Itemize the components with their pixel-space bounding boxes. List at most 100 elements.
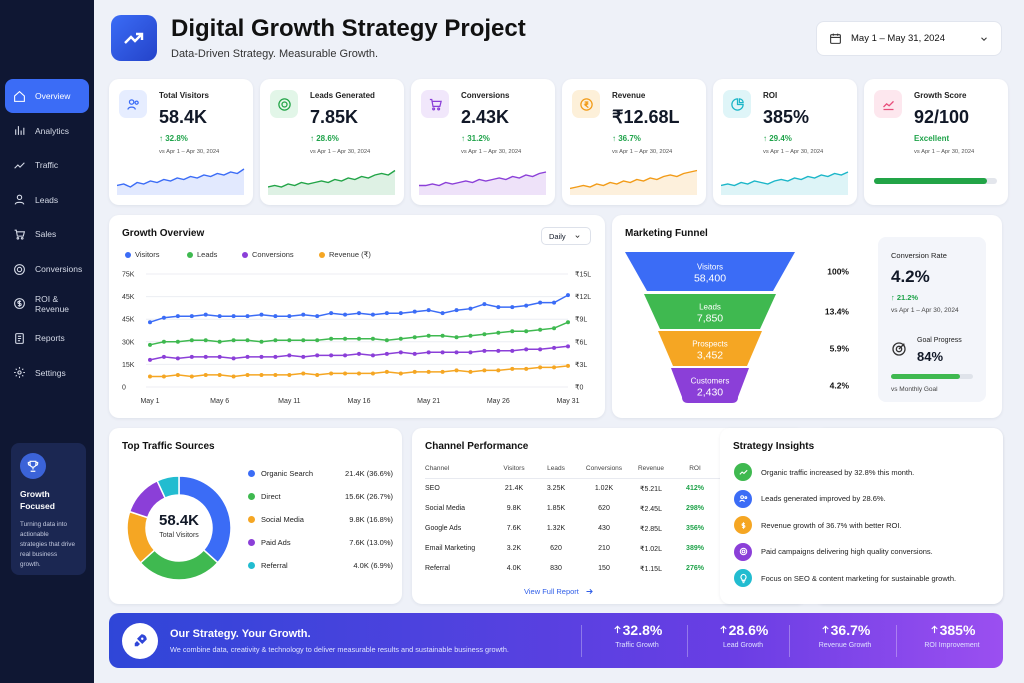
data-point [538, 365, 543, 370]
data-point [175, 339, 180, 344]
data-point [217, 354, 222, 359]
data-point [329, 336, 334, 341]
data-point [482, 332, 487, 337]
data-point [189, 338, 194, 343]
date-range-label: May 1 – May 31, 2024 [851, 33, 945, 44]
funnel-stage-percent: 5.9% [830, 344, 850, 354]
stat-separator [581, 625, 582, 657]
sidebar-item-label: Settings [35, 367, 66, 378]
table-cell: 389% [686, 545, 704, 552]
data-point [370, 336, 375, 341]
kpi-card-revenue[interactable]: Revenue ₹12.68L ↑ 36.7% vs Apr 1 – Apr 30, … [562, 79, 706, 205]
chevron-down-icon [981, 36, 987, 41]
data-point [552, 326, 557, 331]
kpi-value: 92/100 [914, 107, 970, 127]
period-select[interactable]: Daily [541, 227, 591, 245]
table-cell: 830 [550, 565, 562, 572]
kpi-compare: vs Apr 1 – Apr 30, 2024 [159, 149, 220, 155]
data-point [440, 333, 445, 338]
data-point [524, 303, 529, 308]
sidebar-item-leads[interactable]: Leads [5, 183, 89, 217]
sidebar-item-conversions[interactable]: Conversions [5, 252, 89, 286]
view-full-report-link[interactable]: View Full Report [524, 587, 594, 596]
marketing-funnel-card: Marketing Funnel Visitors 58,400 100% Leads… [612, 215, 1002, 418]
sidebar-item-sales[interactable]: Sales [5, 217, 89, 251]
donut-slice-referral [156, 475, 180, 500]
banner-stat-value-row: 32.8% [587, 622, 687, 638]
data-point [217, 339, 222, 344]
kpi-card-conversions[interactable]: Conversions 2.43K ↑ 31.2% vs Apr 1 – Apr 30… [411, 79, 555, 205]
data-point [482, 302, 487, 307]
data-point [343, 336, 348, 341]
table-row: Referral 4.0K 830 150 ₹1.15L 276% [412, 565, 806, 579]
kpi-card-leads-generated[interactable]: Leads Generated 7.85K ↑ 28.6% vs Apr 1 – Ap… [260, 79, 404, 205]
table-cell: 620 [550, 545, 562, 552]
target-icon [270, 90, 298, 118]
data-point [329, 353, 334, 358]
data-point [426, 350, 431, 355]
home-icon [14, 90, 25, 102]
insight-text: Leads generated improved by 28.6%. [761, 494, 886, 503]
sidebar-item-overview[interactable]: Overview [5, 79, 89, 113]
kpi-card-growth-score[interactable]: Growth Score 92/100 Excellent vs Apr 1 – Ap… [864, 79, 1008, 205]
data-point [315, 314, 320, 319]
banner-stat-label: Lead Growth [722, 642, 764, 649]
banner-stat: 385% ROI Improvement [902, 622, 1002, 649]
banner-stat-value-row: 36.7% [795, 622, 895, 638]
sidebar-item-label: Leads [35, 194, 59, 205]
channel-performance-title: Channel Performance [425, 441, 529, 452]
data-point [175, 314, 180, 319]
sidebar-item-traffic[interactable]: Traffic [5, 148, 89, 182]
data-point [454, 335, 459, 340]
insight-text: Revenue growth of 36.7% with better ROI. [761, 520, 902, 530]
data-point [231, 338, 236, 343]
sidebar-item-analytics[interactable]: Analytics [5, 114, 89, 148]
data-point [496, 368, 501, 373]
funnel-title: Marketing Funnel [625, 228, 708, 239]
sparkline [570, 169, 698, 195]
data-point [496, 348, 501, 353]
data-point [496, 330, 501, 335]
table-cell: 150 [598, 565, 610, 572]
data-point [287, 338, 292, 343]
kpi-value: ₹12.68L [612, 107, 680, 127]
rupee-coin-icon [572, 90, 600, 118]
x-tick: May 6 [210, 398, 229, 405]
source-name: Paid Ads [261, 538, 291, 547]
banner-title: Our Strategy. Your Growth. [170, 628, 311, 640]
data-point [343, 353, 348, 358]
data-point [245, 338, 250, 343]
data-point [538, 347, 543, 352]
data-point [370, 353, 375, 358]
table-cell: 3.25K [546, 485, 566, 492]
date-range-picker[interactable]: May 1 – May 31, 2024 [816, 21, 1002, 56]
sidebar-item-label: Overview [35, 91, 71, 101]
goal-progress-bar [891, 374, 973, 379]
kpi-card-total-visitors[interactable]: Total Visitors 58.4K ↑ 32.8% vs Apr 1 – Apr… [109, 79, 253, 205]
goal-progress-label: Goal Progress [917, 337, 962, 344]
y-tick-right: ₹6L [575, 338, 587, 346]
data-point [468, 333, 473, 338]
data-point [566, 320, 570, 325]
arrow-up-icon [930, 625, 938, 634]
kpi-change: ↑ 31.2% [461, 134, 490, 143]
funnel-stage-percent: 100% [827, 267, 849, 277]
kpi-change: ↑ 32.8% [159, 134, 188, 143]
sidebar-item-settings[interactable]: Settings [5, 356, 89, 390]
y-tick-right: ₹15L [575, 271, 591, 279]
data-point [440, 311, 445, 316]
table-header: Leads [547, 465, 565, 472]
sidebar-item-roi-revenue[interactable]: ROI & Revenue [5, 287, 89, 321]
growth-score-fill [874, 178, 988, 184]
table-header: Channel [425, 465, 450, 472]
table-cell: 1.85K [546, 505, 566, 512]
x-tick: May 31 [557, 398, 580, 405]
y-tick-left: 30K [122, 339, 135, 346]
sidebar-item-reports[interactable]: Reports [5, 321, 89, 355]
sparkline [721, 171, 849, 195]
kpi-card-roi[interactable]: ROI 385% ↑ 29.4% vs Apr 1 – Apr 30, 2024 [713, 79, 857, 205]
legend-label: Leads [197, 250, 218, 259]
data-point [161, 374, 166, 379]
data-point [524, 329, 529, 334]
donut-slice-direct [139, 548, 219, 581]
